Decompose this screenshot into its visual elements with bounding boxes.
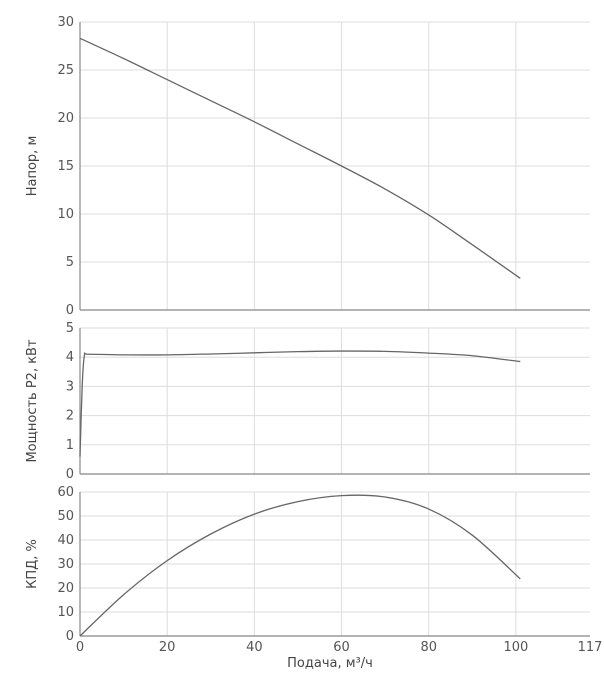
chart-panel-1: 0 5 10 15 20 25 30 Напор, м xyxy=(25,15,590,318)
y-axis-label: Мощность Р2, кВт xyxy=(25,339,40,463)
y-axis-label: Напор, м xyxy=(25,136,40,197)
y-tick-label: 0 xyxy=(66,303,74,318)
y-tick-label: 20 xyxy=(57,111,74,126)
series-line xyxy=(79,37,521,279)
y-tick-label: 1 xyxy=(66,438,74,453)
series-line xyxy=(79,494,521,637)
chart-panel-2: 0 1 2 3 4 5 Мощность Р2, кВт xyxy=(25,321,590,482)
y-tick-label: 10 xyxy=(57,207,74,222)
x-axis-label: Подача, м³/ч xyxy=(287,656,373,671)
y-tick-label: 20 xyxy=(57,581,74,596)
y-tick-label: 30 xyxy=(57,15,74,30)
x-tick-label: 0 xyxy=(76,640,84,655)
y-tick-label: 25 xyxy=(57,63,74,78)
x-tick-label: 40 xyxy=(246,640,263,655)
y-tick-label: 30 xyxy=(57,557,74,572)
x-tick-label: 60 xyxy=(333,640,350,655)
y-axis-label: КПД, % xyxy=(25,539,40,589)
series-line xyxy=(79,350,521,457)
y-tick-label: 40 xyxy=(57,533,74,548)
y-tick-label: 2 xyxy=(66,409,74,424)
x-tick-label: 80 xyxy=(420,640,437,655)
y-tick-label: 4 xyxy=(66,350,74,365)
y-tick-label: 5 xyxy=(66,255,74,270)
y-tick-label: 0 xyxy=(66,467,74,482)
x-tick-label: 100 xyxy=(503,640,528,655)
y-tick-label: 10 xyxy=(57,605,74,620)
y-tick-label: 15 xyxy=(57,159,74,174)
y-tick-label: 3 xyxy=(66,379,74,394)
y-tick-label: 5 xyxy=(66,321,74,336)
x-tick-label: 20 xyxy=(159,640,176,655)
y-tick-label: 50 xyxy=(57,509,74,524)
chart-panel-3: 0 10 20 30 40 50 60 КПД, % 0 20 40 60 80 100 117 Подача… xyxy=(25,485,602,671)
y-tick-label: 0 xyxy=(66,629,74,644)
y-tick-label: 60 xyxy=(57,485,74,500)
x-tick-label: 117 xyxy=(578,640,603,655)
